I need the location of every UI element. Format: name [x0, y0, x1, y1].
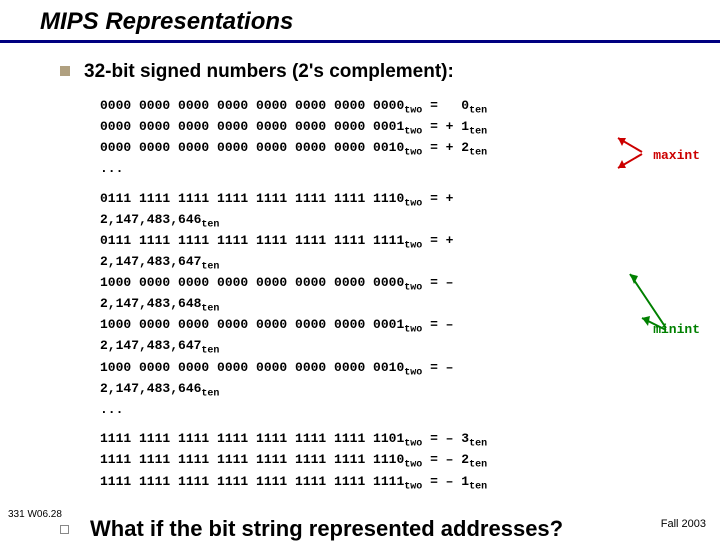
footer-left: 331 W06.28: [8, 509, 62, 520]
bullet-text: 32-bit signed numbers (2's complement):: [84, 61, 454, 83]
bullet-row: 32-bit signed numbers (2's complement):: [0, 61, 720, 83]
binary-block-3: 1111 1111 1111 1111 1111 1111 1111 1101t…: [0, 430, 720, 493]
maxint-arrow-icon: [612, 132, 652, 172]
slide-title: MIPS Representations: [0, 0, 720, 43]
footer-box-icon: [60, 525, 69, 534]
footer-right: Fall 2003: [661, 518, 706, 530]
minint-arrow-icon: [624, 268, 674, 338]
binary-block-2: 0111 1111 1111 1111 1111 1111 1111 1110t…: [0, 190, 720, 418]
bullet-square-icon: [60, 66, 70, 76]
bottom-cutoff-text: What if the bit string represented addre…: [90, 516, 563, 542]
maxint-label: maxint: [653, 148, 700, 163]
